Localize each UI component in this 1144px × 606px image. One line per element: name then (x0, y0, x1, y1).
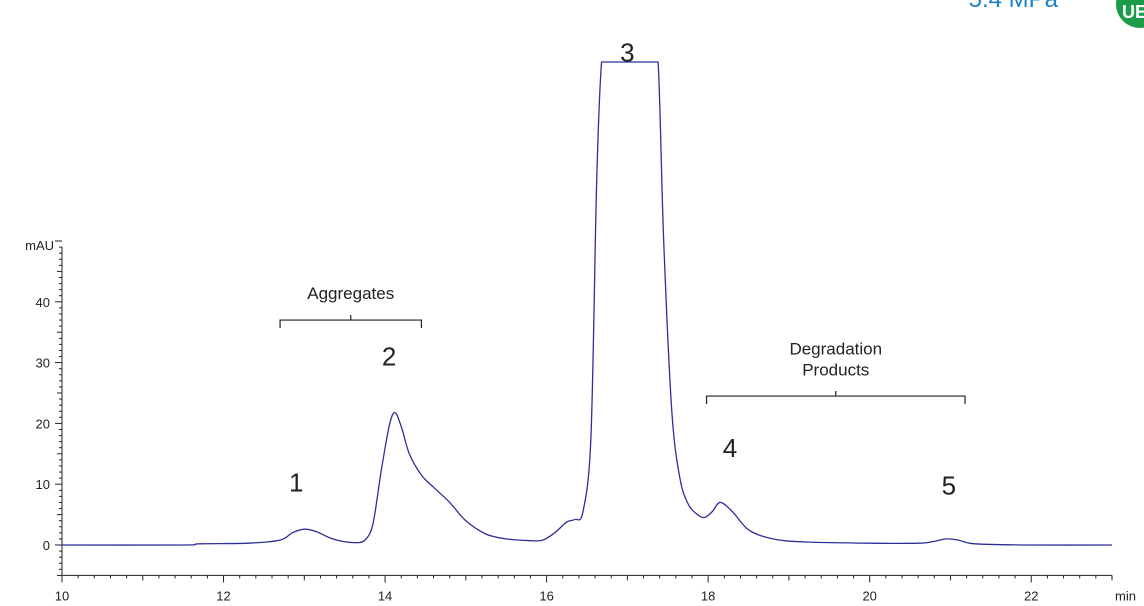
annotations: Aggregates Degradation Products (279, 284, 966, 405)
x-tick-label: 18 (701, 588, 715, 603)
peak-label-5: 5 (942, 471, 956, 501)
y-tick-label: 30 (36, 356, 50, 371)
x-tick-label: 22 (1024, 588, 1038, 603)
peak-label-2: 2 (382, 342, 396, 372)
x-axis-unit-label: min (1115, 588, 1136, 603)
annotation-label-0: Aggregates (307, 284, 394, 303)
annotation-label-1: Degradation (789, 340, 882, 359)
x-tick-label: 10 (55, 588, 69, 603)
peak-label-3: 3 (620, 38, 634, 68)
series-line-0 (61, 61, 1113, 546)
y-tick-label: 40 (36, 295, 50, 310)
x-tick-label: 14 (378, 588, 392, 603)
y-tick-label: 0 (43, 538, 50, 553)
annotation-bracket-0 (279, 315, 423, 329)
annotation-bracket-1 (705, 391, 966, 405)
y-tick-label: 20 (36, 416, 50, 431)
peak-label-1: 1 (289, 467, 303, 497)
x-tick-label: 20 (862, 588, 876, 603)
y-tick-label: 10 (36, 477, 50, 492)
plot-area (61, 61, 1113, 546)
pressure-readout: 5.4 MPa (969, 0, 1058, 14)
x-tick-label: 12 (216, 588, 230, 603)
peak-labels: 1 2 3 4 5 (289, 38, 956, 501)
annotation-label-1: Products (802, 361, 869, 380)
y-axis-unit-label: mAU (25, 238, 54, 253)
x-tick-label: 16 (539, 588, 553, 603)
peak-label-4: 4 (723, 433, 737, 463)
